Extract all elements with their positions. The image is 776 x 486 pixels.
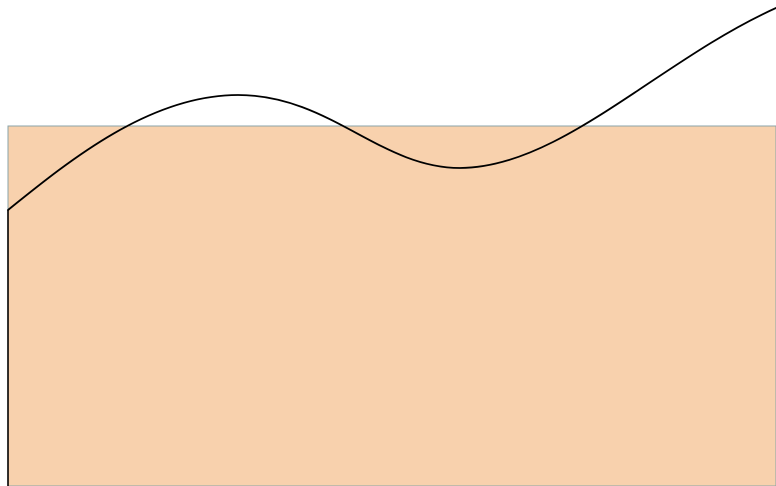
curve [7, 7, 776, 211]
filled-region [7, 125, 776, 486]
